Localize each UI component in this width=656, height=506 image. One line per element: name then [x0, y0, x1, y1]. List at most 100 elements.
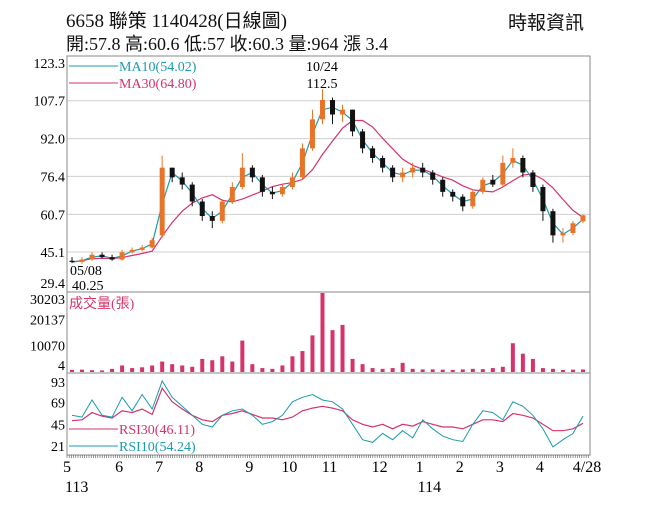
candle-body [470, 191, 476, 207]
volume-bar [370, 368, 375, 372]
volume-tick-label: 10070 [30, 340, 65, 355]
candle-body [319, 99, 325, 120]
price-tick-label: 76.4 [41, 170, 66, 185]
candle-body [530, 172, 536, 188]
volume-bar [290, 356, 295, 372]
year-label: 113 [65, 479, 88, 496]
candle-body [289, 177, 295, 188]
candle-body [370, 148, 376, 159]
candle-body [99, 254, 105, 258]
volume-bar [70, 369, 74, 372]
volume-bar [240, 340, 245, 372]
candle-body [570, 223, 576, 233]
price-tick-label: 29.4 [41, 277, 66, 292]
x-tick-label: 12 [372, 459, 388, 476]
rsi30-legend: RSI30(46.11) [119, 423, 195, 438]
volume-bar [230, 361, 235, 372]
volume-bar [140, 367, 145, 372]
candle-body [269, 191, 275, 195]
candle-body [309, 119, 315, 149]
volume-bar [440, 369, 445, 372]
volume-bar [280, 365, 285, 372]
candle-body [540, 187, 546, 212]
low-value-label: 40.25 [72, 279, 104, 294]
volume-bar [570, 369, 575, 372]
volume-bar [340, 324, 345, 372]
x-tick-label: 6 [115, 459, 123, 476]
volume-bar [470, 368, 475, 372]
volume-bar [210, 360, 215, 372]
price-tick-label: 60.7 [41, 208, 66, 223]
candle-body [219, 201, 225, 221]
volume-bar [510, 343, 515, 372]
volume-bar [90, 370, 95, 372]
volume-bar [180, 365, 185, 372]
price-tick-label: 123.3 [34, 57, 66, 72]
candle-body [179, 177, 185, 185]
rsi10-line [71, 379, 584, 448]
x-tick-label: 5 [63, 459, 71, 476]
x-tick-label: 8 [195, 459, 203, 476]
volume-bar [220, 356, 225, 372]
volume-tick-label: 20137 [30, 313, 65, 328]
volume-bar [190, 366, 195, 372]
volume-bar [260, 368, 265, 372]
volume-bar [520, 353, 525, 372]
volume-bar [400, 362, 405, 372]
ma30-legend: MA30(64.80) [119, 77, 197, 92]
candle-body [249, 167, 255, 178]
candle-body [159, 167, 165, 236]
price-tick-label: 107.7 [34, 95, 66, 110]
volume-bar [310, 335, 315, 372]
volume-bar [270, 368, 275, 372]
volume-bar [300, 351, 305, 372]
volume-bar [100, 370, 105, 372]
candle-body [480, 179, 486, 192]
volume-bar [380, 368, 385, 372]
candle-body [209, 216, 215, 221]
volume-bar [530, 358, 535, 372]
candle-body [79, 259, 85, 262]
candle-body [390, 167, 396, 178]
x-tick-label: 9 [245, 459, 253, 476]
volume-bar [500, 366, 505, 372]
candle-body [560, 232, 566, 236]
rsi30-line [71, 386, 584, 432]
year-label: 114 [418, 479, 441, 496]
volume-bar [120, 365, 125, 372]
volume-bar [330, 330, 335, 372]
candle-body [430, 172, 436, 180]
volume-bar [170, 364, 175, 372]
candle-body [189, 184, 195, 202]
candle-body [360, 131, 366, 149]
x-tick-label: 10 [281, 459, 297, 476]
x-tick-label: 4/28 [573, 459, 601, 476]
candle-body [460, 196, 466, 207]
x-tick-label: 4 [536, 459, 544, 476]
ma30-line [71, 119, 584, 263]
volume-bar [430, 369, 435, 372]
x-tick-label: 2 [456, 459, 464, 476]
volume-bar [250, 364, 255, 372]
volume-bar [480, 369, 485, 372]
volume-bar [130, 368, 135, 372]
candle-body [239, 167, 245, 188]
candle-body [350, 109, 356, 132]
candle-body [500, 162, 506, 185]
candle-body [279, 187, 285, 195]
price-tick-label: 45.1 [41, 246, 66, 261]
volume-bar [390, 368, 395, 372]
volume-tick-label: 4 [58, 359, 65, 374]
volume-bar [460, 369, 465, 372]
candle-body [450, 191, 456, 197]
rsi-tick-label: 69 [51, 397, 65, 412]
volume-bar [80, 369, 85, 372]
volume-bar [160, 361, 165, 372]
volume-bar [420, 369, 425, 372]
chart-title: 6658 聯策 1140428(日線圖) [66, 11, 287, 32]
candle-body [129, 249, 135, 253]
source-label: 時報資訊 [508, 13, 585, 34]
candle-body [229, 187, 235, 202]
